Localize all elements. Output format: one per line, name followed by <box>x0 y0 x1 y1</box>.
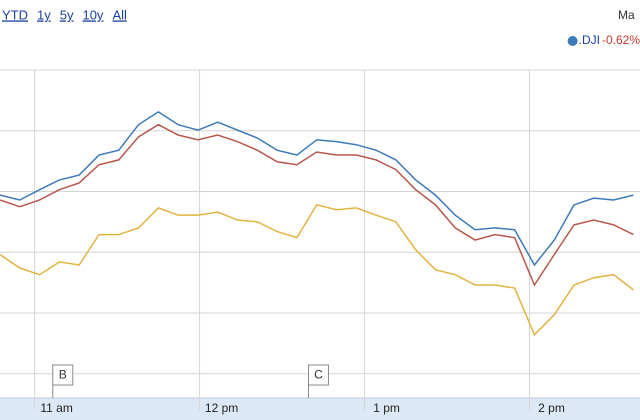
annotation-label: C <box>314 368 323 382</box>
x-tick-label: 12 pm <box>205 401 238 415</box>
series-line <box>0 123 634 287</box>
annotation-flag[interactable] <box>52 364 74 386</box>
range-link[interactable]: 1y <box>37 7 51 22</box>
top-right-text: Ma <box>618 8 635 22</box>
annotation-flag[interactable] <box>307 364 329 386</box>
legend-value: -0.62% <box>602 33 640 47</box>
series-line <box>0 203 634 337</box>
series-line <box>0 111 634 267</box>
range-link[interactable]: YTD <box>2 7 28 22</box>
range-link[interactable]: 5y <box>60 7 74 22</box>
range-link[interactable]: All <box>112 7 127 22</box>
legend-marker <box>567 36 578 46</box>
legend-name: .DJI <box>579 33 600 47</box>
range-link[interactable]: 10y <box>82 7 103 22</box>
x-tick-label: 2 pm <box>538 401 565 415</box>
x-axis-band <box>0 398 640 420</box>
x-tick-label: 1 pm <box>373 401 400 415</box>
annotation-label: B <box>59 368 67 382</box>
x-tick-label: 11 am <box>40 401 72 415</box>
